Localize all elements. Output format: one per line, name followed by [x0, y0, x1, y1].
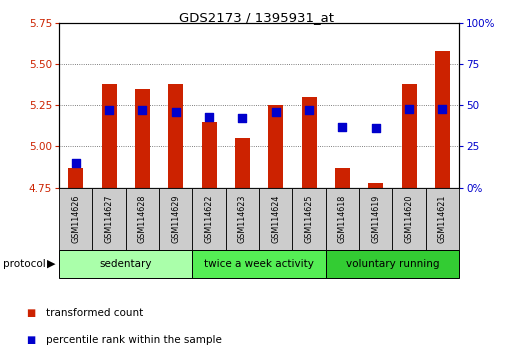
Bar: [159, 188, 192, 250]
Text: ■: ■: [26, 335, 35, 345]
Bar: [359, 188, 392, 250]
Point: [338, 124, 346, 130]
Bar: [326, 188, 359, 250]
Text: GSM114624: GSM114624: [271, 194, 280, 243]
Bar: [292, 188, 326, 250]
Bar: [368, 183, 383, 188]
Point: [71, 160, 80, 166]
Point: [371, 126, 380, 131]
Point: [138, 107, 147, 113]
Bar: [68, 168, 83, 188]
Bar: [135, 89, 150, 188]
Text: sedentary: sedentary: [100, 259, 152, 269]
Bar: [268, 105, 283, 188]
Bar: [192, 188, 226, 250]
Point: [105, 107, 113, 113]
Bar: [102, 84, 116, 188]
Bar: [259, 188, 292, 250]
Text: twice a week activity: twice a week activity: [204, 259, 314, 269]
Bar: [392, 188, 426, 250]
Text: GSM114619: GSM114619: [371, 194, 380, 243]
Text: GSM114628: GSM114628: [138, 194, 147, 243]
Bar: [335, 168, 350, 188]
Text: voluntary running: voluntary running: [346, 259, 439, 269]
Text: GSM114623: GSM114623: [238, 194, 247, 243]
Bar: [326, 250, 459, 278]
Bar: [426, 188, 459, 250]
Bar: [59, 250, 192, 278]
Bar: [92, 188, 126, 250]
Text: GDS2173 / 1395931_at: GDS2173 / 1395931_at: [179, 11, 334, 24]
Bar: [302, 97, 317, 188]
Text: protocol: protocol: [3, 259, 45, 269]
Text: GSM114629: GSM114629: [171, 194, 180, 243]
Bar: [235, 138, 250, 188]
Text: GSM114621: GSM114621: [438, 194, 447, 243]
Bar: [126, 188, 159, 250]
Bar: [435, 51, 450, 188]
Bar: [168, 84, 183, 188]
Text: transformed count: transformed count: [46, 308, 144, 318]
Bar: [402, 84, 417, 188]
Point: [405, 106, 413, 112]
Text: GSM114625: GSM114625: [305, 194, 313, 243]
Bar: [202, 122, 216, 188]
Point: [271, 109, 280, 115]
Text: GSM114622: GSM114622: [205, 194, 213, 243]
Bar: [226, 188, 259, 250]
Text: ■: ■: [26, 308, 35, 318]
Point: [238, 116, 246, 121]
Text: ▶: ▶: [47, 259, 56, 269]
Text: GSM114618: GSM114618: [338, 194, 347, 243]
Point: [171, 109, 180, 115]
Point: [305, 107, 313, 113]
Text: percentile rank within the sample: percentile rank within the sample: [46, 335, 222, 345]
Bar: [192, 250, 326, 278]
Text: GSM114626: GSM114626: [71, 194, 80, 243]
Bar: [59, 188, 92, 250]
Text: GSM114620: GSM114620: [405, 194, 413, 243]
Point: [438, 106, 446, 112]
Text: GSM114627: GSM114627: [105, 194, 113, 243]
Point: [205, 114, 213, 120]
